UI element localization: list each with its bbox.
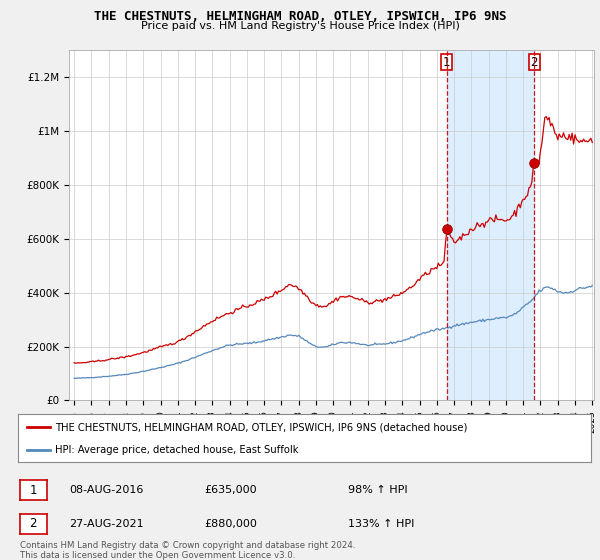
Text: Contains HM Land Registry data © Crown copyright and database right 2024.
This d: Contains HM Land Registry data © Crown c… [20,541,355,560]
Text: HPI: Average price, detached house, East Suffolk: HPI: Average price, detached house, East… [55,445,299,455]
Text: 1: 1 [443,55,451,69]
Bar [447,50,534,400]
Text: £635,000: £635,000 [204,485,257,495]
Text: 98% ↑ HPI: 98% ↑ HPI [348,485,407,495]
Text: Price paid vs. HM Land Registry's House Price Index (HPI): Price paid vs. HM Land Registry's House … [140,21,460,31]
Text: 2: 2 [530,55,538,69]
Text: 08-AUG-2016: 08-AUG-2016 [69,485,143,495]
Text: 1: 1 [29,483,37,497]
Text: 2: 2 [29,517,37,530]
Text: THE CHESTNUTS, HELMINGHAM ROAD, OTLEY, IPSWICH, IP6 9NS (detached house): THE CHESTNUTS, HELMINGHAM ROAD, OTLEY, I… [55,422,467,432]
Text: £880,000: £880,000 [204,519,257,529]
Text: THE CHESTNUTS, HELMINGHAM ROAD, OTLEY, IPSWICH, IP6 9NS: THE CHESTNUTS, HELMINGHAM ROAD, OTLEY, I… [94,10,506,22]
Text: 27-AUG-2021: 27-AUG-2021 [69,519,143,529]
Text: 133% ↑ HPI: 133% ↑ HPI [348,519,415,529]
